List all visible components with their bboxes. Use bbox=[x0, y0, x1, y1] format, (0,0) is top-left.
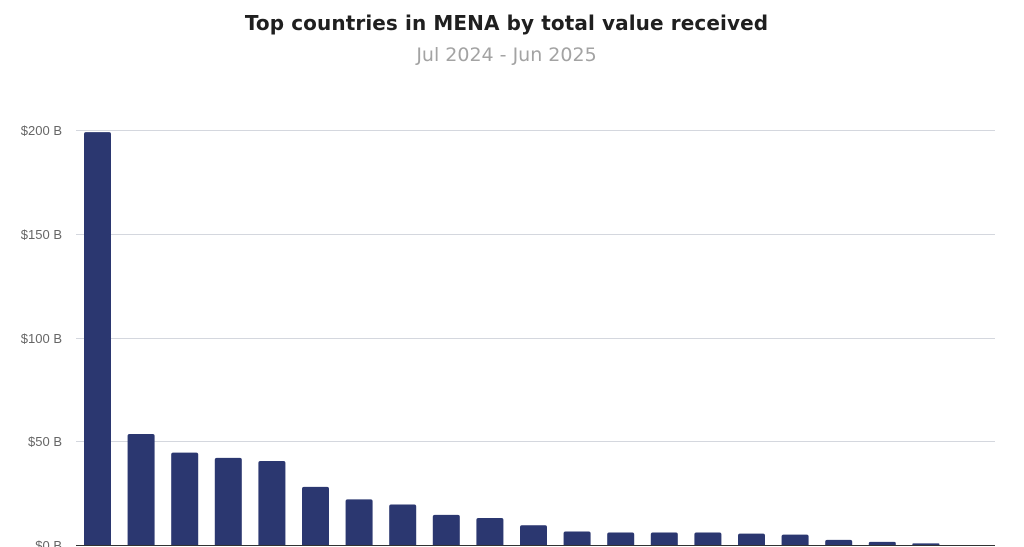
bars bbox=[84, 132, 940, 545]
chart-title: Top countries in MENA by total value rec… bbox=[244, 11, 769, 35]
bar bbox=[302, 486, 329, 545]
bar bbox=[694, 532, 722, 545]
bar bbox=[650, 532, 678, 545]
bar bbox=[171, 452, 199, 545]
bar bbox=[607, 532, 635, 545]
bar bbox=[781, 534, 809, 545]
bar bbox=[825, 539, 853, 545]
bar bbox=[258, 460, 286, 545]
bar bbox=[345, 499, 373, 545]
y-tick-label: $50 B bbox=[28, 434, 62, 449]
bar bbox=[563, 531, 591, 545]
bar bbox=[476, 518, 504, 545]
bar bbox=[389, 504, 417, 545]
bar bbox=[912, 543, 940, 545]
bar bbox=[84, 132, 111, 545]
bar bbox=[738, 533, 765, 545]
bar bbox=[214, 457, 242, 545]
bar bbox=[432, 514, 460, 545]
y-tick-label: $200 B bbox=[21, 123, 62, 138]
chart-subtitle: Jul 2024 - Jun 2025 bbox=[416, 44, 597, 66]
gridlines bbox=[76, 130, 995, 442]
bar bbox=[127, 433, 155, 545]
bar bbox=[868, 541, 896, 545]
bar bbox=[520, 525, 547, 545]
y-axis-ticks: $0 B $50 B $100 B $150 B $200 B bbox=[21, 123, 62, 547]
y-tick-label: $150 B bbox=[21, 227, 62, 242]
y-tick-label: $100 B bbox=[21, 331, 62, 346]
y-tick-label: $0 B bbox=[35, 538, 62, 547]
